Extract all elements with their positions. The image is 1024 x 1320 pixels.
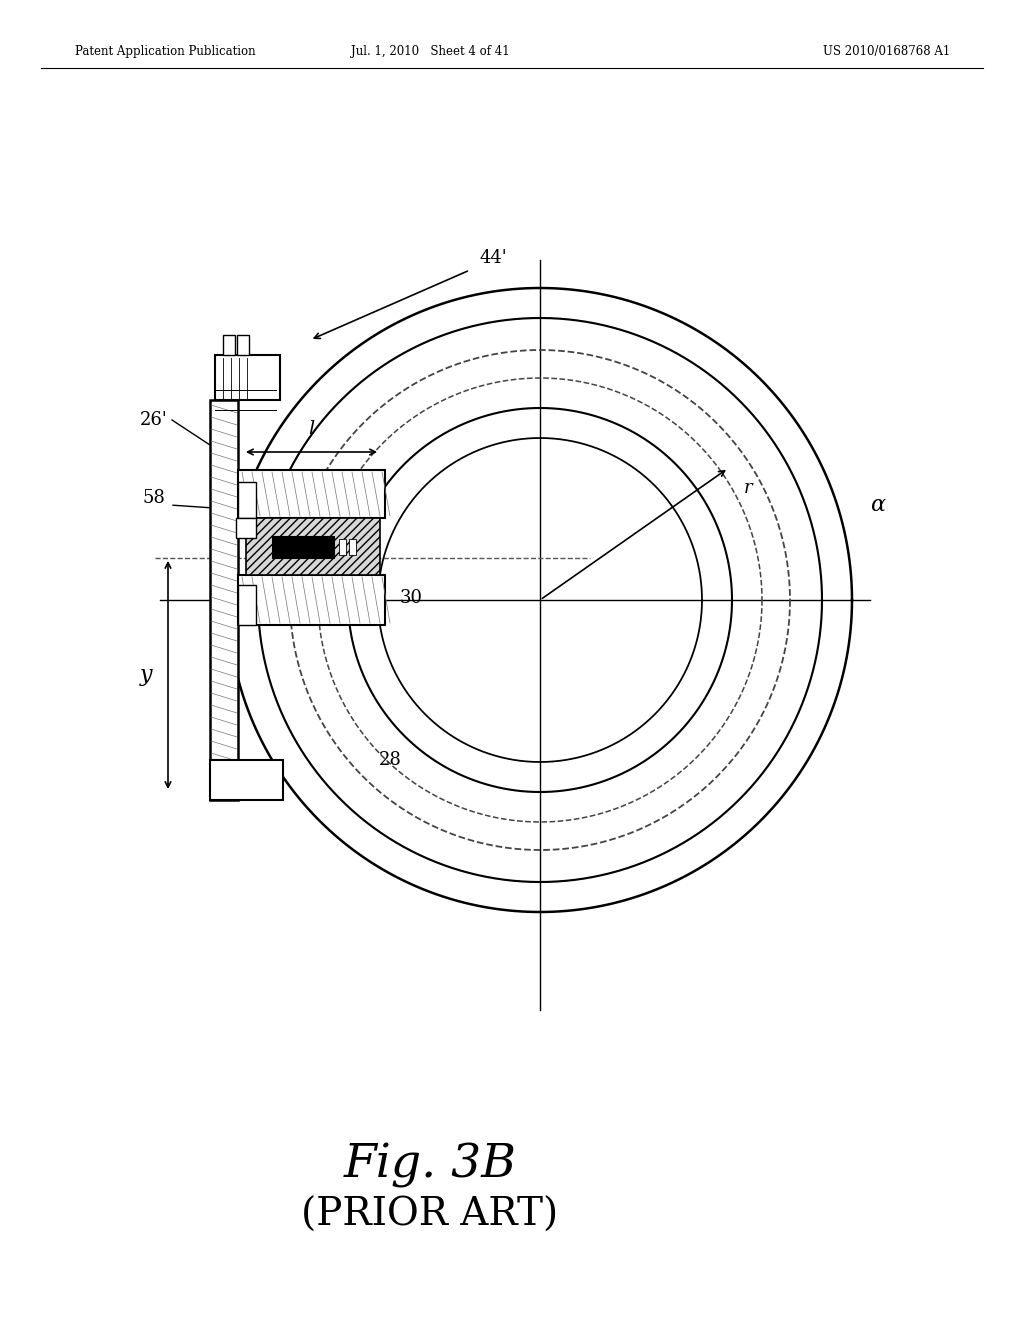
Text: 56: 56 (318, 576, 341, 594)
Text: Fig. 3B: Fig. 3B (343, 1142, 516, 1188)
Bar (236, 517, 256, 539)
Bar (223, 335, 234, 355)
Text: Jul. 1, 2010   Sheet 4 of 41: Jul. 1, 2010 Sheet 4 of 41 (350, 45, 509, 58)
Text: 44': 44' (480, 249, 508, 267)
Bar (237, 335, 249, 355)
Text: (PRIOR ART): (PRIOR ART) (301, 1196, 559, 1233)
Bar (272, 536, 334, 557)
Bar (238, 576, 385, 624)
Bar (210, 760, 283, 800)
Bar (349, 539, 356, 554)
Text: r: r (743, 479, 752, 498)
Text: α: α (870, 494, 885, 516)
Text: l: l (308, 420, 314, 438)
Text: 26': 26' (140, 411, 168, 429)
Bar (238, 470, 385, 517)
Bar (246, 517, 380, 576)
Text: 58: 58 (142, 488, 165, 507)
Text: 30: 30 (400, 589, 423, 607)
Bar (238, 585, 256, 624)
Text: 28: 28 (379, 751, 401, 770)
Text: Patent Application Publication: Patent Application Publication (75, 45, 256, 58)
Bar (210, 400, 238, 800)
Bar (339, 539, 346, 554)
Text: y: y (139, 664, 153, 686)
Bar (215, 355, 280, 400)
Text: US 2010/0168768 A1: US 2010/0168768 A1 (822, 45, 950, 58)
Bar (238, 482, 256, 517)
